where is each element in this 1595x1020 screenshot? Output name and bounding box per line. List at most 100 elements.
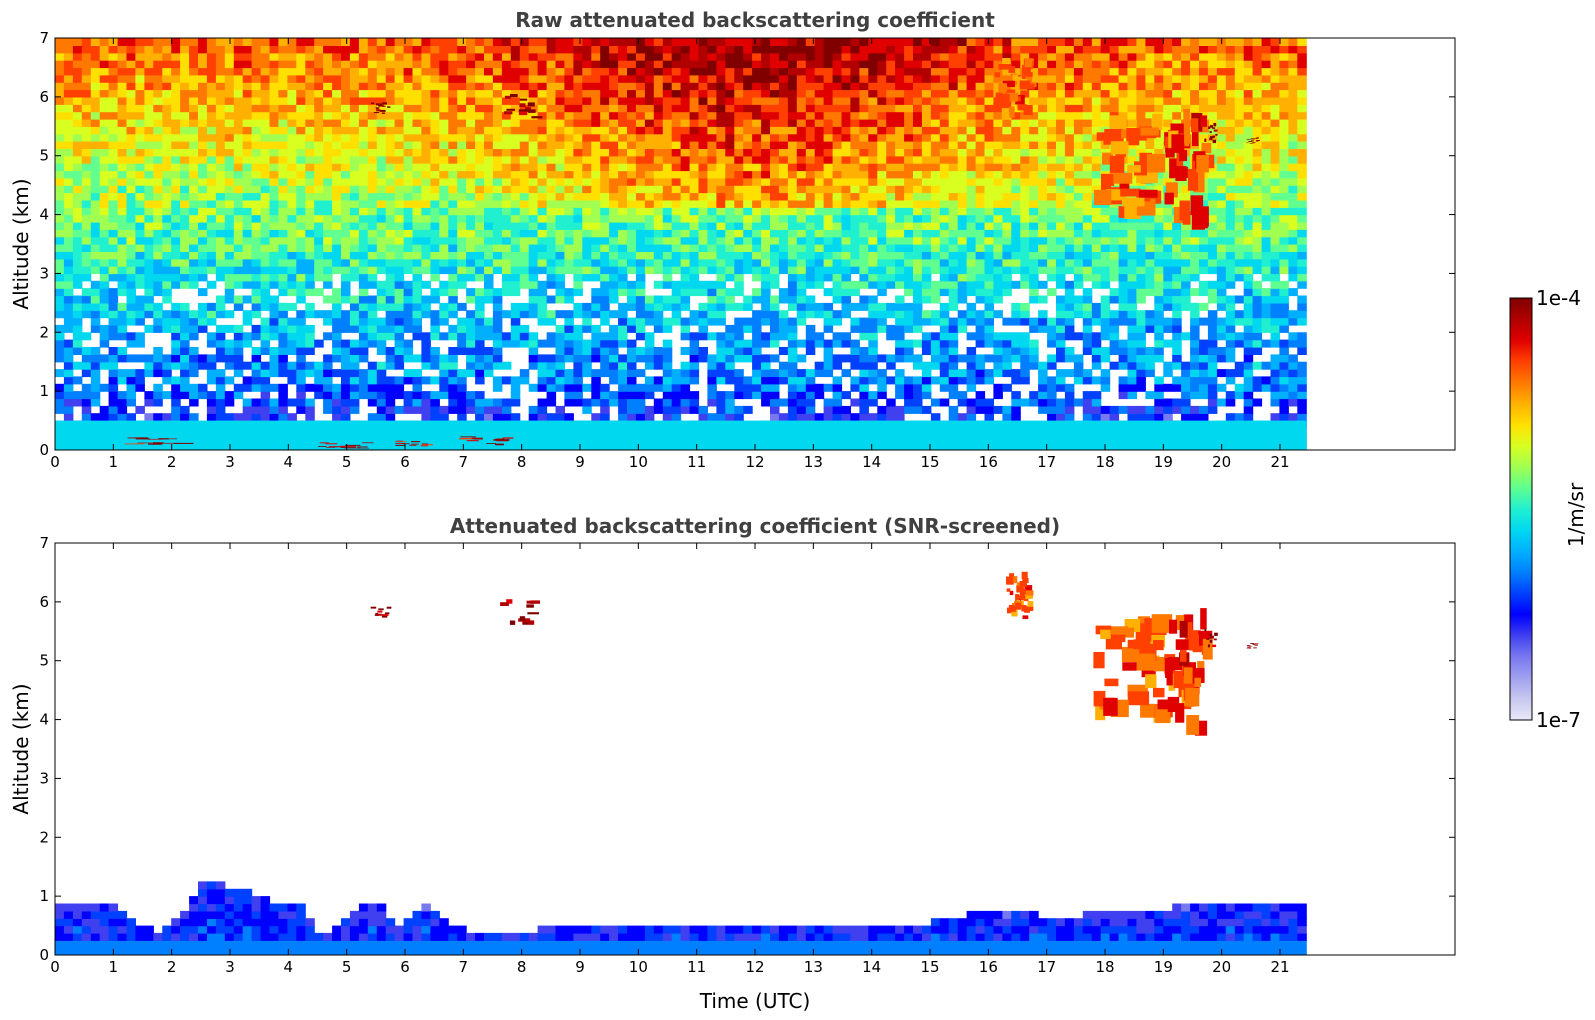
heat-cell (913, 391, 923, 400)
heat-cell (358, 177, 369, 186)
heat-cell (921, 148, 932, 157)
heat-cell (421, 155, 431, 164)
heat-cell (180, 258, 190, 267)
heat-cell (582, 354, 592, 363)
heat-cell (367, 104, 378, 113)
heat-cell (582, 60, 592, 69)
heat-cell (358, 391, 369, 400)
heat-cell (662, 251, 673, 260)
heat-cell (528, 148, 539, 157)
heat-cell (492, 244, 503, 252)
heat-cell (457, 332, 467, 341)
heat-cell (555, 89, 565, 98)
heat-cell (72, 214, 83, 223)
heat-cell (189, 273, 199, 282)
heat-cell (215, 74, 226, 83)
heat-cell (81, 177, 92, 186)
heat-cell (260, 148, 271, 157)
heat-cell (734, 118, 744, 127)
heat-cell (341, 177, 351, 186)
heat-cell (698, 155, 708, 164)
heat-cell (492, 163, 503, 172)
heat-cell (90, 67, 101, 76)
heat-cell (778, 170, 789, 179)
heat-cell (564, 104, 574, 113)
heat-cell (609, 361, 619, 370)
heat-cell (162, 126, 172, 135)
heat-cell (349, 170, 360, 179)
heat-cell (752, 266, 762, 275)
heat-cell (591, 369, 601, 378)
heat-cell (528, 383, 539, 392)
heat-cell (63, 391, 74, 400)
heat-cell (841, 295, 851, 304)
heat-cell (108, 332, 119, 341)
heat-cell (644, 177, 655, 186)
heat-cell (582, 236, 592, 245)
heat-cell (492, 354, 503, 363)
heat-cell (269, 302, 279, 311)
heat-cell (108, 185, 119, 194)
heat-cell (698, 214, 708, 223)
heat-cell (546, 82, 557, 91)
heat-cell (841, 391, 851, 400)
heat-cell (787, 67, 798, 76)
heat-cell (814, 369, 825, 378)
heat-cell (644, 405, 655, 414)
heat-cell (108, 177, 119, 186)
heat-cell (305, 398, 315, 407)
heat-cell (904, 111, 914, 120)
heat-cell (475, 185, 485, 194)
heat-cell (814, 45, 825, 54)
heat-cell (734, 324, 744, 333)
heat-cell (591, 295, 601, 304)
heat-cell (305, 383, 315, 392)
heat-cell (126, 251, 136, 260)
heat-cell (55, 111, 65, 120)
heat-cell (376, 236, 387, 245)
heat-cell (859, 52, 869, 61)
heat-cell (475, 376, 485, 385)
heat-cell (627, 405, 637, 414)
heat-cell (573, 288, 583, 297)
heat-cell (171, 141, 181, 149)
heat-cell (206, 67, 217, 76)
heat-cell (653, 185, 664, 194)
heat-cell (296, 177, 306, 186)
heat-cell (206, 192, 217, 201)
heat-cell (126, 398, 136, 407)
heat-cell (528, 38, 539, 46)
heat-cell (108, 383, 119, 392)
heat-cell (475, 177, 485, 186)
heat-cell (376, 96, 387, 105)
heat-cell (886, 332, 896, 341)
heat-cell (653, 207, 664, 216)
heat-cell (439, 155, 449, 164)
heat-cell (349, 163, 360, 172)
heat-cell (242, 52, 253, 61)
heat-cell (761, 45, 771, 54)
heat-cell (743, 317, 753, 326)
heat-cell (314, 273, 324, 282)
heat-cell (787, 38, 798, 46)
heat-cell (206, 96, 217, 105)
heat-cell (180, 376, 190, 385)
heat-cell (573, 104, 583, 113)
heat-cell (689, 221, 700, 230)
heat-cell (573, 266, 583, 275)
heat-cell (573, 89, 583, 98)
heat-cell (251, 236, 262, 245)
heat-cell (492, 405, 503, 414)
heat-cell (367, 214, 378, 223)
heat-cell (206, 133, 217, 142)
heat-cell (868, 118, 878, 127)
heat-cell (90, 251, 101, 260)
heat-cell (206, 89, 217, 98)
heat-cell (242, 251, 253, 260)
heat-cell (439, 236, 449, 245)
heat-cell (394, 133, 405, 142)
heat-cell (421, 141, 431, 149)
heat-cell (135, 118, 145, 127)
heat-cell (287, 155, 297, 164)
heat-cell (117, 52, 128, 61)
